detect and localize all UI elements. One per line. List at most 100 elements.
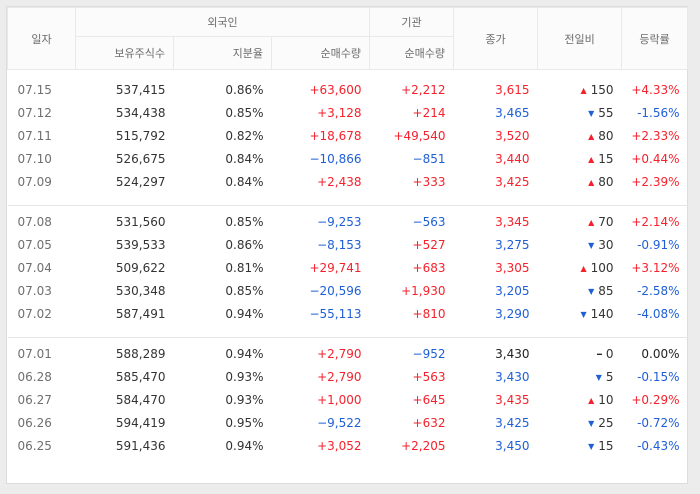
change-cell: ━ 0	[538, 342, 622, 365]
holdings-cell: 524,297	[115, 174, 166, 189]
up-triangle-icon: ▲	[580, 263, 587, 273]
holdings-cell: 537,415	[115, 82, 166, 97]
rate-cell: -4.08%	[637, 306, 680, 321]
header-holdings: 보유주식수	[75, 36, 174, 70]
rate-cell: -0.72%	[637, 415, 680, 430]
close-cell: 3,425	[495, 174, 530, 189]
close-cell: 3,305	[495, 260, 530, 275]
holdings-cell: 509,622	[115, 260, 166, 275]
rate-cell: +0.29%	[631, 392, 680, 407]
investor-trading-panel: 일자 외국인 기관 종가 전일비 등락률 보유주식수 지분율 순매수량 순매수량…	[6, 6, 689, 484]
holdings-cell: 594,419	[115, 415, 166, 430]
date-cell: 06.27	[17, 392, 52, 407]
header-foreign: 외국인	[74, 7, 371, 37]
down-triangle-icon: ▼	[588, 108, 595, 118]
header-ratio: 지분율	[173, 36, 272, 70]
date-cell: 07.01	[17, 346, 52, 361]
table-row: 06.25 591,436 0.94% +3,052 +2,205 3,450 ▼ 15 -0.…	[8, 434, 688, 457]
rate-cell: +3.12%	[631, 260, 680, 275]
down-triangle-icon: ▼	[580, 309, 587, 319]
table-row: 06.26 594,419 0.95% −9,522 +632 3,425 ▼ 25 -0.72…	[8, 411, 688, 434]
holdings-cell: 531,560	[115, 214, 166, 229]
down-triangle-icon: ▼	[588, 240, 595, 250]
institution-net-cell: +563	[412, 369, 446, 384]
down-triangle-icon: ▼	[588, 418, 595, 428]
ratio-cell: 0.82%	[225, 128, 264, 143]
date-cell: 07.09	[17, 174, 52, 189]
change-value: 5	[605, 369, 614, 384]
change-cell: ▲ 70	[538, 210, 622, 233]
rate-cell: +2.33%	[631, 128, 680, 143]
close-cell: 3,425	[495, 415, 530, 430]
table-row: 07.08 531,560 0.85% −9,253 −563 3,345 ▲ 70 +2.14…	[8, 210, 688, 233]
table-row: 07.03 530,348 0.85% −20,596 +1,930 3,205 ▼ 85 -2…	[8, 279, 688, 302]
change-value: 55	[598, 105, 614, 120]
row-separator	[8, 70, 688, 79]
header-rate: 등락률	[621, 7, 689, 70]
foreign-net-cell: +2,790	[317, 346, 362, 361]
ratio-cell: 0.84%	[225, 174, 264, 189]
holdings-cell: 587,491	[115, 306, 166, 321]
date-cell: 07.04	[17, 260, 52, 275]
table-row: 07.05 539,533 0.86% −8,153 +527 3,275 ▼ 30 -0.91…	[8, 233, 688, 256]
change-value: 70	[598, 214, 614, 229]
ratio-cell: 0.94%	[225, 306, 264, 321]
close-cell: 3,430	[495, 369, 530, 384]
ratio-cell: 0.85%	[225, 214, 264, 229]
change-cell: ▲ 150	[538, 78, 622, 101]
rate-cell: -0.43%	[637, 438, 680, 453]
rate-cell: +2.39%	[631, 174, 680, 189]
change-cell: ▲ 100	[538, 256, 622, 279]
foreign-net-cell: +18,678	[309, 128, 362, 143]
change-cell: ▼ 5	[538, 365, 622, 388]
rate-cell: +0.44%	[631, 151, 680, 166]
holdings-cell: 534,438	[115, 105, 166, 120]
down-triangle-icon: ▼	[595, 372, 602, 382]
change-value: 10	[598, 392, 614, 407]
date-cell: 07.12	[17, 105, 52, 120]
change-value: 140	[590, 306, 614, 321]
close-cell: 3,440	[495, 151, 530, 166]
institution-net-cell: +683	[412, 260, 446, 275]
table-body: 07.15 537,415 0.86% +63,600 +2,212 3,615 ▲ 150 +…	[7, 70, 688, 458]
holdings-cell: 584,470	[115, 392, 166, 407]
change-value: 100	[590, 260, 614, 275]
change-value: 15	[598, 151, 614, 166]
ratio-cell: 0.85%	[225, 283, 264, 298]
close-cell: 3,430	[495, 346, 530, 361]
ratio-cell: 0.81%	[225, 260, 264, 275]
date-cell: 07.10	[17, 151, 52, 166]
foreign-net-cell: +2,790	[317, 369, 362, 384]
up-triangle-icon: ▲	[588, 395, 595, 405]
date-cell: 07.11	[17, 128, 52, 143]
close-cell: 3,465	[495, 105, 530, 120]
institution-net-cell: −952	[412, 346, 446, 361]
close-cell: 3,345	[495, 214, 530, 229]
table-row: 07.04 509,622 0.81% +29,741 +683 3,305 ▲ 100 +3.…	[8, 256, 688, 279]
foreign-net-cell: −8,153	[317, 237, 362, 252]
foreign-net-cell: +3,128	[317, 105, 362, 120]
ratio-cell: 0.84%	[225, 151, 264, 166]
holdings-cell: 588,289	[115, 346, 166, 361]
close-cell: 3,290	[495, 306, 530, 321]
foreign-net-cell: +1,000	[317, 392, 362, 407]
institution-net-cell: +333	[412, 174, 446, 189]
institution-net-cell: +49,540	[393, 128, 446, 143]
institution-net-cell: +2,205	[401, 438, 446, 453]
table-row: 07.02 587,491 0.94% −55,113 +810 3,290 ▼ 140 -4.…	[8, 302, 688, 325]
foreign-net-cell: −20,596	[309, 283, 362, 298]
ratio-cell: 0.95%	[225, 415, 264, 430]
change-cell: ▼ 30	[538, 233, 622, 256]
date-cell: 07.05	[17, 237, 52, 252]
close-cell: 3,520	[495, 128, 530, 143]
rate-cell: -1.56%	[637, 105, 680, 120]
change-cell: ▼ 55	[538, 101, 622, 124]
row-separator	[7, 193, 688, 206]
close-cell: 3,450	[495, 438, 530, 453]
change-cell: ▼ 15	[538, 434, 622, 457]
table-row: 07.15 537,415 0.86% +63,600 +2,212 3,615 ▲ 150 +…	[8, 78, 688, 101]
header-institution: 기관	[369, 7, 455, 37]
change-value: 15	[598, 438, 614, 453]
table-row: 06.27 584,470 0.93% +1,000 +645 3,435 ▲ 10 +0.29…	[8, 388, 688, 411]
change-cell: ▲ 15	[538, 147, 622, 170]
